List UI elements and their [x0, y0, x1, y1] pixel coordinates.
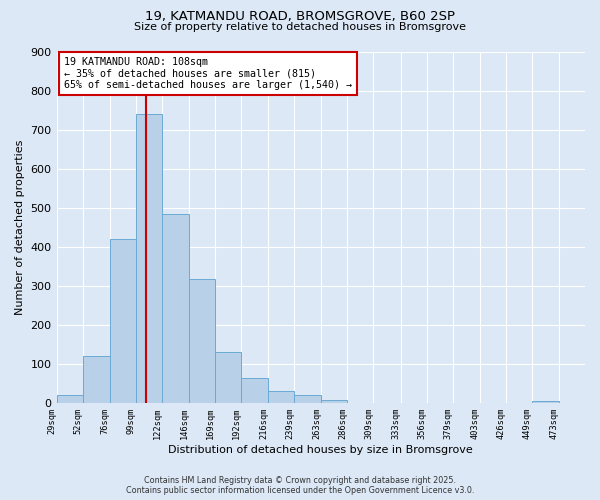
Bar	[532, 401, 559, 403]
Text: Size of property relative to detached houses in Bromsgrove: Size of property relative to detached ho…	[134, 22, 466, 32]
Bar	[241, 378, 268, 403]
Bar	[110, 239, 136, 403]
Bar	[83, 356, 110, 403]
Y-axis label: Number of detached properties: Number of detached properties	[15, 140, 25, 315]
Bar	[322, 400, 347, 403]
Text: 19 KATMANDU ROAD: 108sqm
← 35% of detached houses are smaller (815)
65% of semi-: 19 KATMANDU ROAD: 108sqm ← 35% of detach…	[64, 57, 352, 90]
Bar	[215, 352, 241, 403]
Bar	[189, 279, 215, 403]
Bar	[162, 214, 189, 403]
Bar	[56, 396, 83, 403]
Bar	[294, 396, 322, 403]
Text: 19, KATMANDU ROAD, BROMSGROVE, B60 2SP: 19, KATMANDU ROAD, BROMSGROVE, B60 2SP	[145, 10, 455, 23]
Text: Contains HM Land Registry data © Crown copyright and database right 2025.
Contai: Contains HM Land Registry data © Crown c…	[126, 476, 474, 495]
Bar	[268, 392, 294, 403]
Bar	[136, 114, 162, 403]
X-axis label: Distribution of detached houses by size in Bromsgrove: Distribution of detached houses by size …	[169, 445, 473, 455]
